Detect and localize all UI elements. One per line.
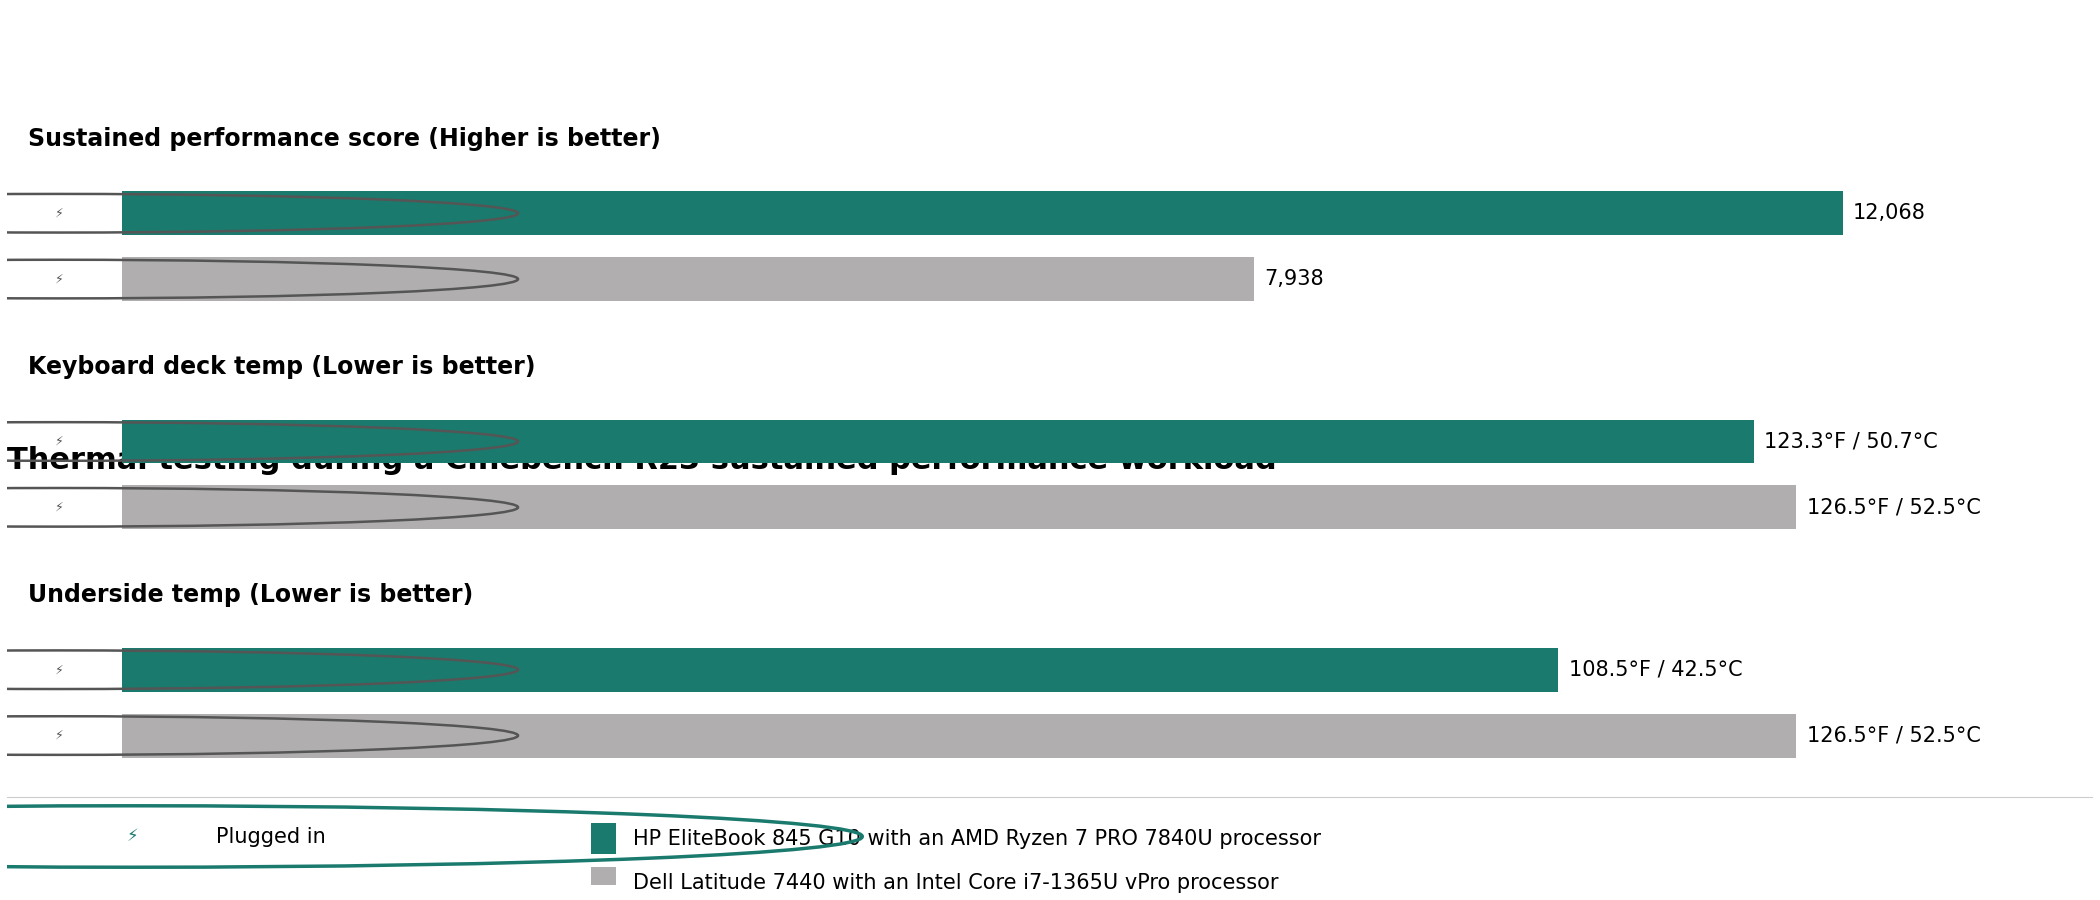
Text: Keyboard deck temp (Lower is better): Keyboard deck temp (Lower is better) bbox=[27, 355, 536, 379]
Text: ⚡: ⚡ bbox=[55, 729, 63, 742]
Text: ⚡: ⚡ bbox=[126, 827, 139, 845]
Text: ⚡: ⚡ bbox=[55, 435, 63, 448]
FancyBboxPatch shape bbox=[122, 192, 1842, 235]
Text: Underside temp (Lower is better): Underside temp (Lower is better) bbox=[27, 583, 472, 608]
FancyBboxPatch shape bbox=[590, 868, 615, 898]
FancyBboxPatch shape bbox=[122, 419, 1753, 464]
Text: ⚡: ⚡ bbox=[55, 663, 63, 676]
FancyBboxPatch shape bbox=[122, 648, 1558, 692]
Text: ⚡: ⚡ bbox=[55, 500, 63, 514]
Text: Thermal testing during a Cinebench R23 sustained performance workload: Thermal testing during a Cinebench R23 s… bbox=[6, 446, 1277, 475]
Text: 126.5°F / 52.5°C: 126.5°F / 52.5°C bbox=[1806, 498, 1980, 518]
FancyBboxPatch shape bbox=[122, 485, 1795, 529]
Text: Dell Latitude 7440 with an Intel Core i7-1365U vPro processor: Dell Latitude 7440 with an Intel Core i7… bbox=[632, 873, 1279, 893]
Text: 126.5°F / 52.5°C: 126.5°F / 52.5°C bbox=[1806, 725, 1980, 745]
Text: 12,068: 12,068 bbox=[1852, 203, 1926, 223]
FancyBboxPatch shape bbox=[122, 714, 1795, 758]
FancyBboxPatch shape bbox=[122, 257, 1254, 301]
Text: 108.5°F / 42.5°C: 108.5°F / 42.5°C bbox=[1569, 660, 1743, 680]
Text: Plugged in: Plugged in bbox=[216, 826, 326, 847]
FancyBboxPatch shape bbox=[590, 824, 615, 854]
Text: 123.3°F / 50.7°C: 123.3°F / 50.7°C bbox=[1764, 431, 1938, 452]
Text: ⚡: ⚡ bbox=[55, 273, 63, 285]
Text: ⚡: ⚡ bbox=[55, 207, 63, 220]
Text: 7,938: 7,938 bbox=[1264, 269, 1323, 289]
Text: Sustained performance score (Higher is better): Sustained performance score (Higher is b… bbox=[27, 127, 661, 150]
Text: HP EliteBook 845 G10 with an AMD Ryzen 7 PRO 7840U processor: HP EliteBook 845 G10 with an AMD Ryzen 7… bbox=[632, 829, 1321, 849]
